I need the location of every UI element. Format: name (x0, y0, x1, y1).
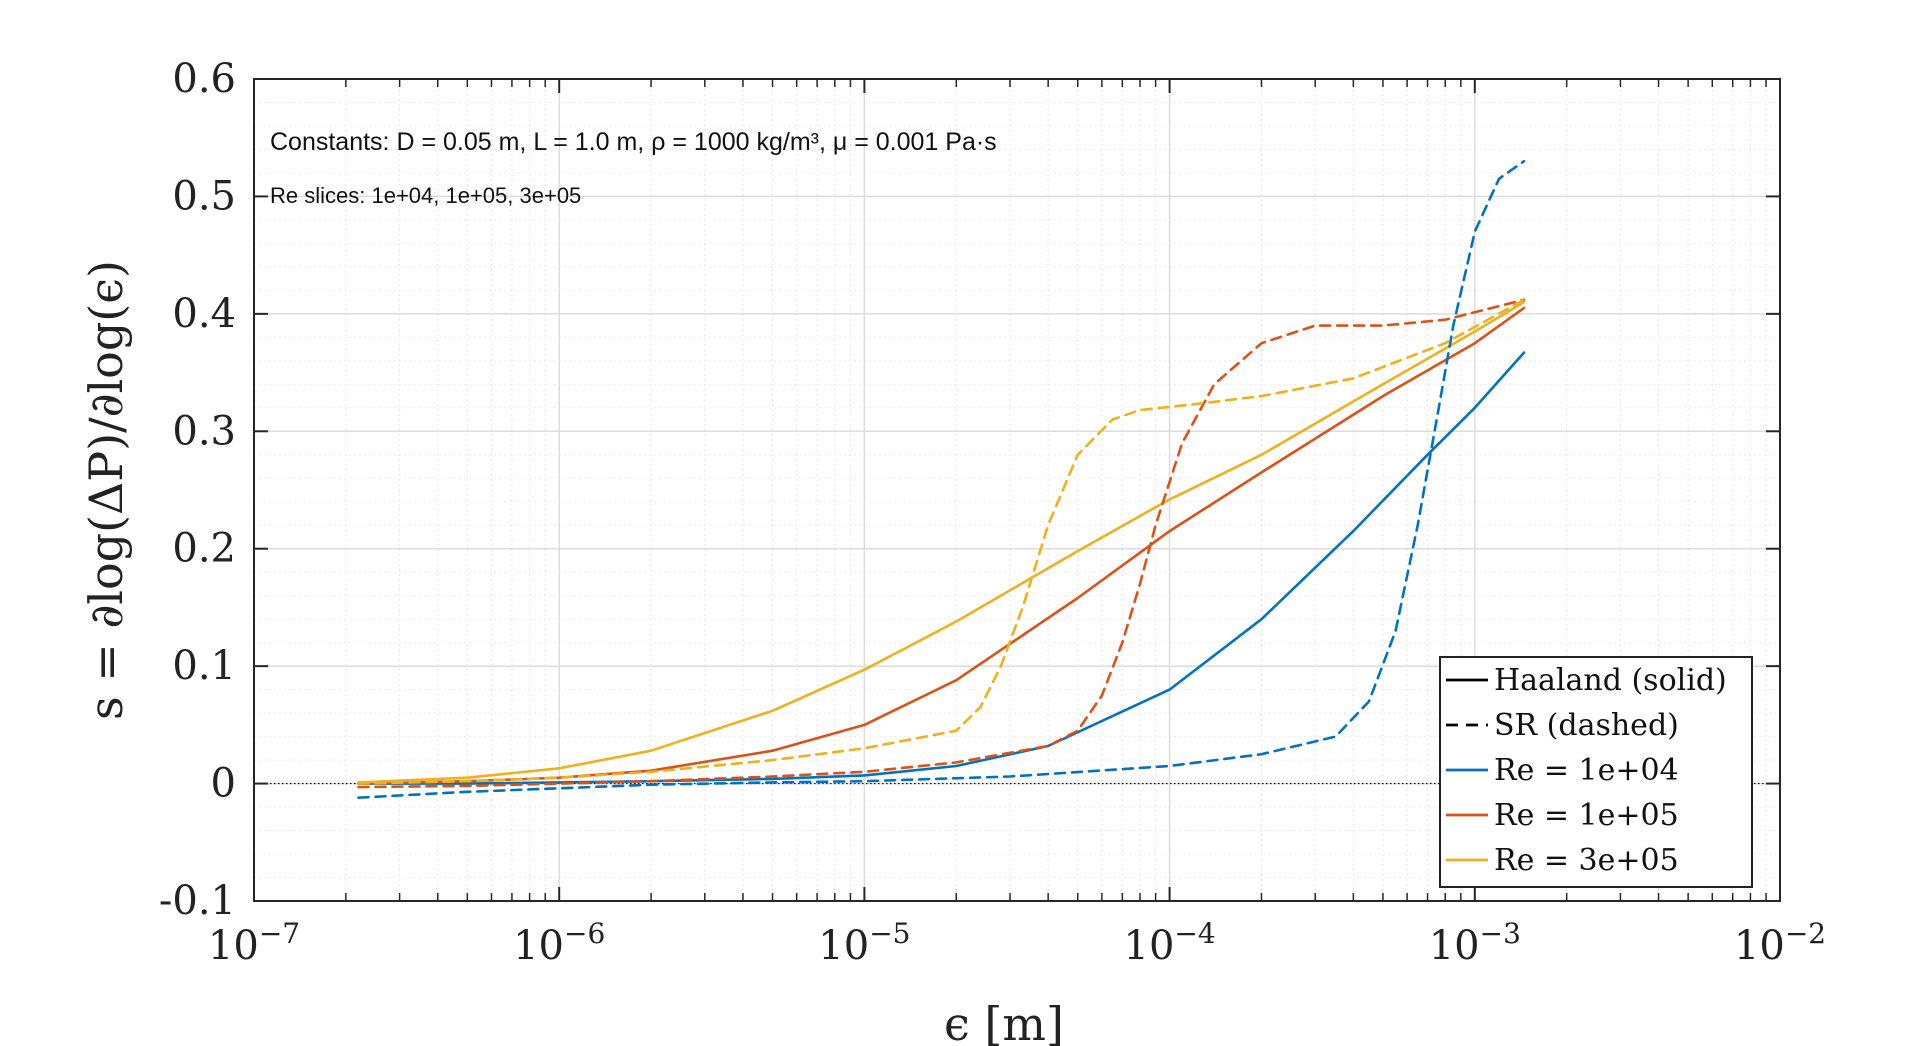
x-tick-label: 10−3 (1429, 917, 1521, 969)
series-line (357, 159, 1526, 799)
y-tick-label: 0.4 (172, 291, 236, 337)
legend-box (1439, 656, 1753, 888)
plot-frame (253, 78, 1781, 902)
y-tick-label: -0.1 (159, 878, 236, 924)
y-tick-label: 0.5 (172, 173, 236, 219)
series-line (357, 298, 1526, 785)
series-line (357, 300, 1526, 784)
legend-label: SR (dashed) (1494, 708, 1679, 743)
series-line (357, 306, 1526, 785)
y-tick-label: 0.3 (172, 408, 236, 454)
legend-label: Re = 3e+05 (1494, 843, 1679, 878)
series-line (357, 298, 1526, 789)
tick-marks (253, 78, 1781, 902)
y-tick-label: 0.1 (172, 643, 236, 689)
x-tick-label: 10−5 (818, 917, 910, 969)
legend-label: Re = 1e+05 (1494, 798, 1679, 833)
x-tick-label: 10−7 (208, 917, 300, 969)
legend: Haaland (solid) SR (dashed) Re = 1e+04 Re =… (1439, 656, 1753, 888)
constants-annotation: Constants: D = 0.05 m, L = 1.0 m, ρ = 10… (270, 128, 997, 156)
x-axis-label: ϵ [m] (944, 997, 1064, 1046)
y-tick-label: 0.2 (172, 526, 236, 572)
series-line (357, 351, 1526, 785)
x-tick-label: 10−6 (513, 917, 605, 969)
legend-label: Haaland (solid) (1494, 663, 1727, 698)
re-slices-annotation: Re slices: 1e+04, 1e+05, 3e+05 (270, 183, 581, 208)
x-tick-label: 10−2 (1734, 917, 1826, 969)
y-tick-label: 0.6 (172, 56, 236, 102)
x-tick-label: 10−4 (1124, 917, 1216, 969)
series-layer (357, 159, 1526, 799)
legend-label: Re = 1e+04 (1494, 753, 1679, 788)
y-axis-label: s = ∂log(ΔP)/∂log(ϵ) (79, 260, 133, 720)
x-tick-labels: 10−7 10−6 10−5 10−4 10−3 10−2 (208, 917, 1826, 969)
y-tick-labels: 0.6 0.5 0.4 0.3 0.2 0.1 0 -0.1 (159, 56, 236, 924)
y-tick-label: 0 (211, 761, 236, 807)
